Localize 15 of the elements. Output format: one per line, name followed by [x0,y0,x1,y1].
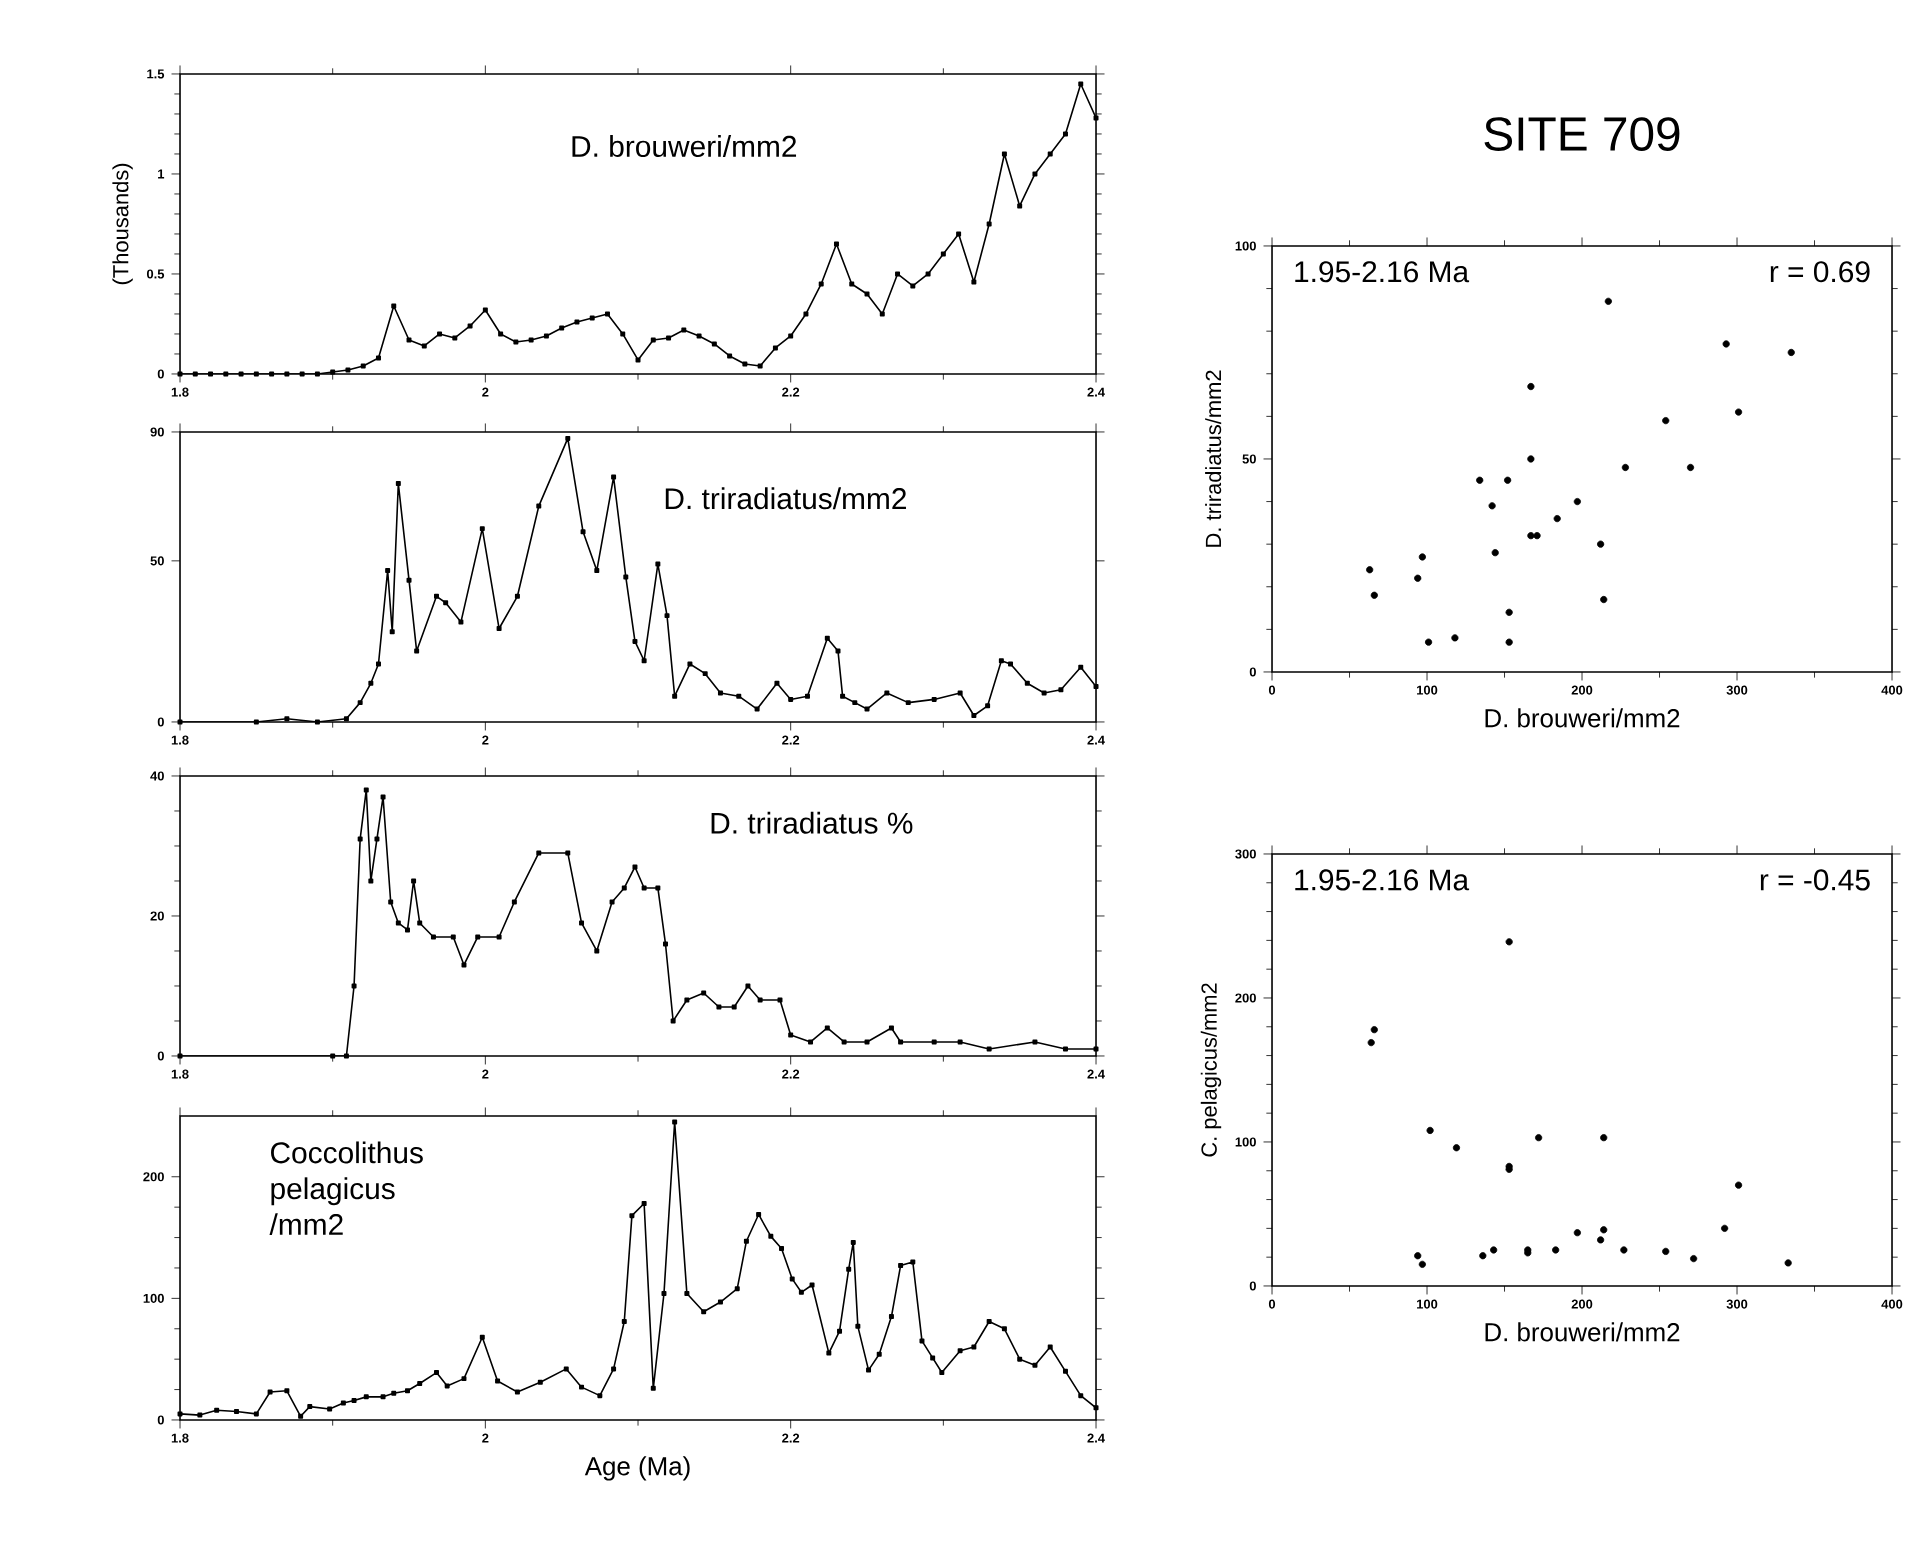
text: D. brouweri/mm2 [572,135,797,157]
x-axis-title: Age (Ma) [584,1456,690,1481]
x-axis-title: D. brouweri/mm2 [1485,1322,1680,1342]
text: D. triradiatus/mm2 [665,487,906,510]
x-axis-title: D. brouweri/mm2 [1485,708,1680,728]
y-axis-title: D. triradiatus/mm2 [1205,370,1222,547]
text: Coccolithus pelagicus /mm2 [269,1141,423,1236]
chart-title: SITE 709 [1484,117,1680,151]
annotation: 1.95-2.16 Ma [1295,261,1470,283]
annotation: 1.95-2.16 Ma [1295,869,1470,891]
y-axis-title: (Thousands) [112,163,133,285]
annotation: r = -0.45 [1760,869,1870,891]
annotation: r = 0.69 [1770,261,1870,283]
y-axis-title: C. pelagicus/mm2 [1200,983,1222,1157]
text: D. triradiatus % [711,811,913,834]
